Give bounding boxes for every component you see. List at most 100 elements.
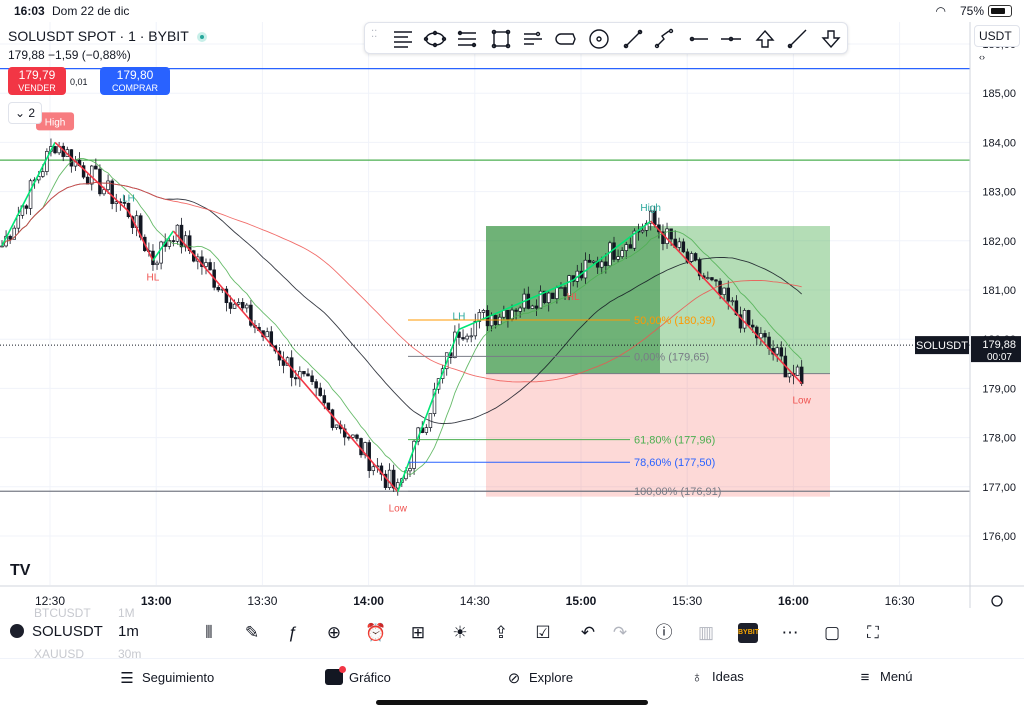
tab-explore[interactable]: ⊘ Explore — [505, 669, 573, 687]
candle — [265, 331, 269, 338]
bybit-icon[interactable]: BYBIT — [738, 623, 759, 643]
sell-price: 179,79 — [18, 68, 56, 82]
indicators-count: 2 — [28, 106, 36, 120]
grid-icon[interactable]: ⊞ — [410, 623, 426, 642]
tab-grafico[interactable]: Gráfico — [325, 666, 391, 685]
horizontal-line-icon[interactable] — [719, 27, 743, 51]
timeframe-select[interactable]: 1m — [118, 623, 139, 640]
symbol-header[interactable]: SOLUSDT SPOT · 1 · BYBIT — [8, 28, 207, 44]
candle — [546, 292, 551, 303]
draw-icon[interactable]: ✎ — [244, 623, 260, 642]
fib-level-label: 78,60% (177,50) — [634, 457, 715, 469]
candle — [342, 428, 347, 438]
currency-select[interactable]: USDT ‹› — [974, 25, 1020, 62]
candle — [779, 347, 784, 357]
ray-icon[interactable] — [785, 27, 809, 51]
callout-icon[interactable] — [555, 27, 579, 51]
candles-icon[interactable]: ⫴ — [205, 623, 213, 642]
candle — [710, 277, 714, 281]
candle — [481, 310, 486, 313]
last-price: 179,88 — [8, 48, 45, 62]
position-stop-zone — [486, 373, 830, 497]
bar-countdown: 00:07 — [987, 352, 1012, 363]
ellipse-icon[interactable] — [423, 27, 447, 51]
tradingview-logo-icon: TV — [10, 562, 31, 579]
pivot-label: High — [45, 117, 66, 128]
tab-ideas[interactable]: ♁ Ideas — [688, 669, 743, 686]
candle — [502, 309, 506, 318]
redo-icon[interactable]: ↷ — [612, 623, 628, 642]
price-range-icon[interactable] — [521, 27, 545, 51]
bars-icon[interactable]: ▥ — [697, 623, 715, 642]
price-change: 179,88 −1,59 (−0,88%) — [8, 48, 131, 62]
plus-icon[interactable]: ⊕ — [326, 623, 342, 642]
x-tick-label: 13:00 — [141, 594, 172, 608]
candle — [750, 324, 755, 328]
candle — [12, 227, 16, 240]
candle — [726, 287, 730, 302]
last-price-tag — [971, 336, 1021, 363]
share-icon[interactable]: ⇪ — [493, 623, 509, 642]
arrow-up-icon[interactable] — [753, 27, 777, 51]
candle — [24, 205, 29, 209]
candle — [616, 256, 620, 260]
candle — [722, 287, 726, 295]
trend-line-icon[interactable] — [621, 27, 645, 51]
candle — [204, 262, 208, 267]
sell-button[interactable]: 179,79 VENDER — [8, 67, 66, 95]
tab-seguimiento[interactable]: ☰ Seguimiento — [118, 669, 214, 687]
candle — [608, 242, 612, 267]
alert-icon[interactable]: ⏰ — [365, 623, 387, 642]
checklist-icon[interactable]: ☑ — [535, 623, 551, 642]
zigzag-line — [127, 210, 154, 261]
candle — [591, 260, 596, 263]
x-tick-label: 15:30 — [672, 594, 702, 608]
drag-handle-icon[interactable]: ⁚⁚ — [371, 29, 378, 40]
candle — [559, 287, 563, 289]
x-tick-label: 14:00 — [353, 594, 384, 608]
moving-average-line — [1, 157, 803, 476]
candle — [249, 304, 253, 326]
candle — [155, 262, 159, 266]
y-tick-label: 179,00 — [982, 383, 1016, 395]
candle — [648, 210, 653, 224]
fib-level-label: 61,80% (177,96) — [634, 435, 715, 447]
tab-label: Explore — [529, 670, 574, 685]
candle — [461, 337, 465, 340]
path-icon[interactable] — [653, 27, 677, 51]
candle — [640, 230, 645, 233]
buy-button[interactable]: 179,80 COMPRAR — [100, 67, 170, 95]
fullscreen-icon[interactable]: ⛶ — [867, 623, 879, 642]
candle — [506, 309, 510, 320]
tab-menu[interactable]: ≡ Menú — [856, 669, 913, 686]
price-chart[interactable]: 50,00% (180,39) 0,00% (179,65) 61,80% (177… — [0, 22, 1024, 618]
candle — [510, 309, 514, 320]
status-date: Dom 22 de dic — [52, 4, 130, 18]
candle — [755, 326, 759, 339]
circle-target-icon[interactable] — [587, 27, 611, 51]
rect-icon[interactable]: ▢ — [823, 623, 841, 642]
symbol-search[interactable]: SOLUSDT — [10, 623, 103, 640]
undo-icon[interactable]: ↶ — [580, 623, 596, 642]
horizontal-ray-icon[interactable] — [687, 27, 711, 51]
candle — [730, 300, 735, 303]
info-icon[interactable]: ⓘ — [655, 623, 673, 642]
bulb-icon[interactable]: ☀ — [452, 623, 468, 642]
fib-retracement-icon[interactable] — [391, 27, 415, 51]
arrow-down-icon[interactable] — [819, 27, 843, 51]
candle — [628, 244, 633, 249]
candle — [681, 241, 686, 253]
rectangle-icon[interactable] — [489, 27, 513, 51]
x-tick-label: 12:30 — [35, 594, 65, 608]
candle — [208, 262, 212, 271]
more-icon[interactable]: ⋯ — [781, 623, 799, 642]
candle — [294, 377, 298, 380]
candle — [383, 473, 388, 488]
symbol-price-tag — [915, 336, 969, 355]
fx-icon[interactable]: ƒ — [288, 623, 298, 642]
indicators-collapse-button[interactable]: ⌄ 2 — [8, 102, 42, 124]
pivot-label: HL — [147, 272, 160, 283]
chevron-icon: ‹› — [979, 52, 985, 62]
status-bar: 16:03 Dom 22 de dic ◠ 75% — [0, 0, 1024, 22]
channel-icon[interactable] — [455, 27, 479, 51]
